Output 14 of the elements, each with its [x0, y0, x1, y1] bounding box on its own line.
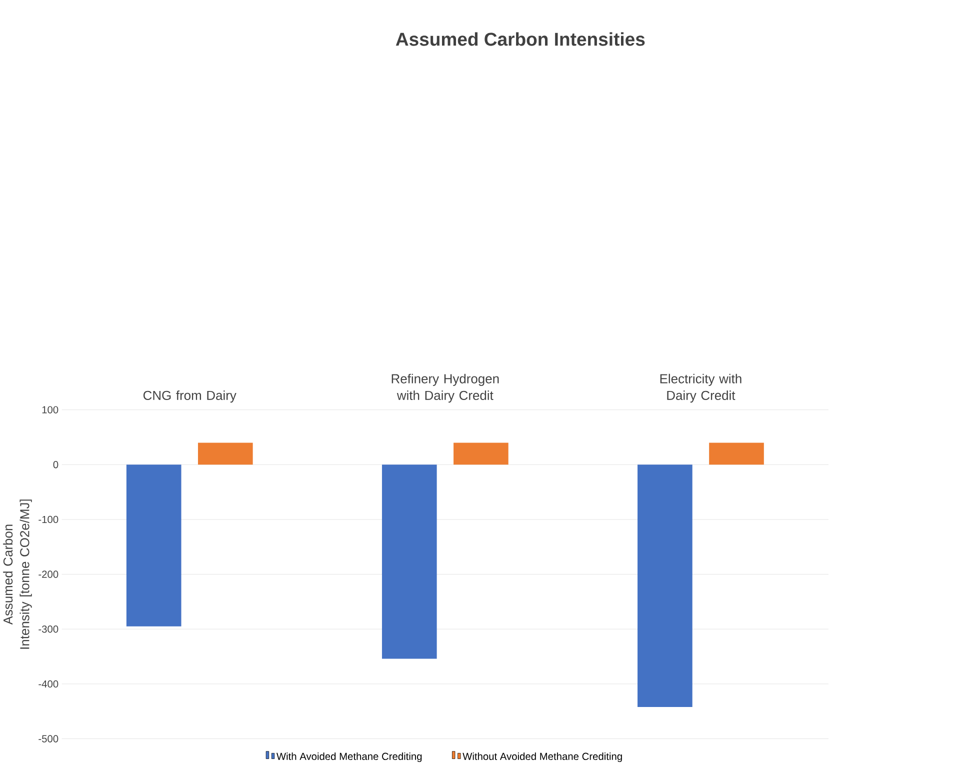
x-tick-label: Electricity with Dairy Credit: [660, 374, 742, 403]
y-tick-label: -200: [38, 570, 58, 578]
y-tick-label: -500: [38, 735, 58, 742]
y-tick-label: 0: [53, 461, 58, 468]
legend-label: Without Avoided Methane Crediting: [462, 752, 622, 762]
y-tick-label: 100: [42, 406, 58, 414]
y-tick-label: -100: [38, 516, 58, 524]
chart-title: Assumed Carbon Intensities: [396, 32, 645, 46]
x-tick-label: Refinery Hydrogen with Dairy Credit: [392, 374, 499, 403]
y-axis-title: Assumed Carbon Intensity [tonne CO2e/MJ]: [3, 500, 32, 649]
x-tick-label: CNG from Dairy: [143, 390, 236, 403]
y-tick-label: -400: [38, 680, 58, 688]
legend-label: With Avoided Methane Crediting: [276, 752, 422, 762]
y-tick-label: -300: [38, 626, 58, 633]
